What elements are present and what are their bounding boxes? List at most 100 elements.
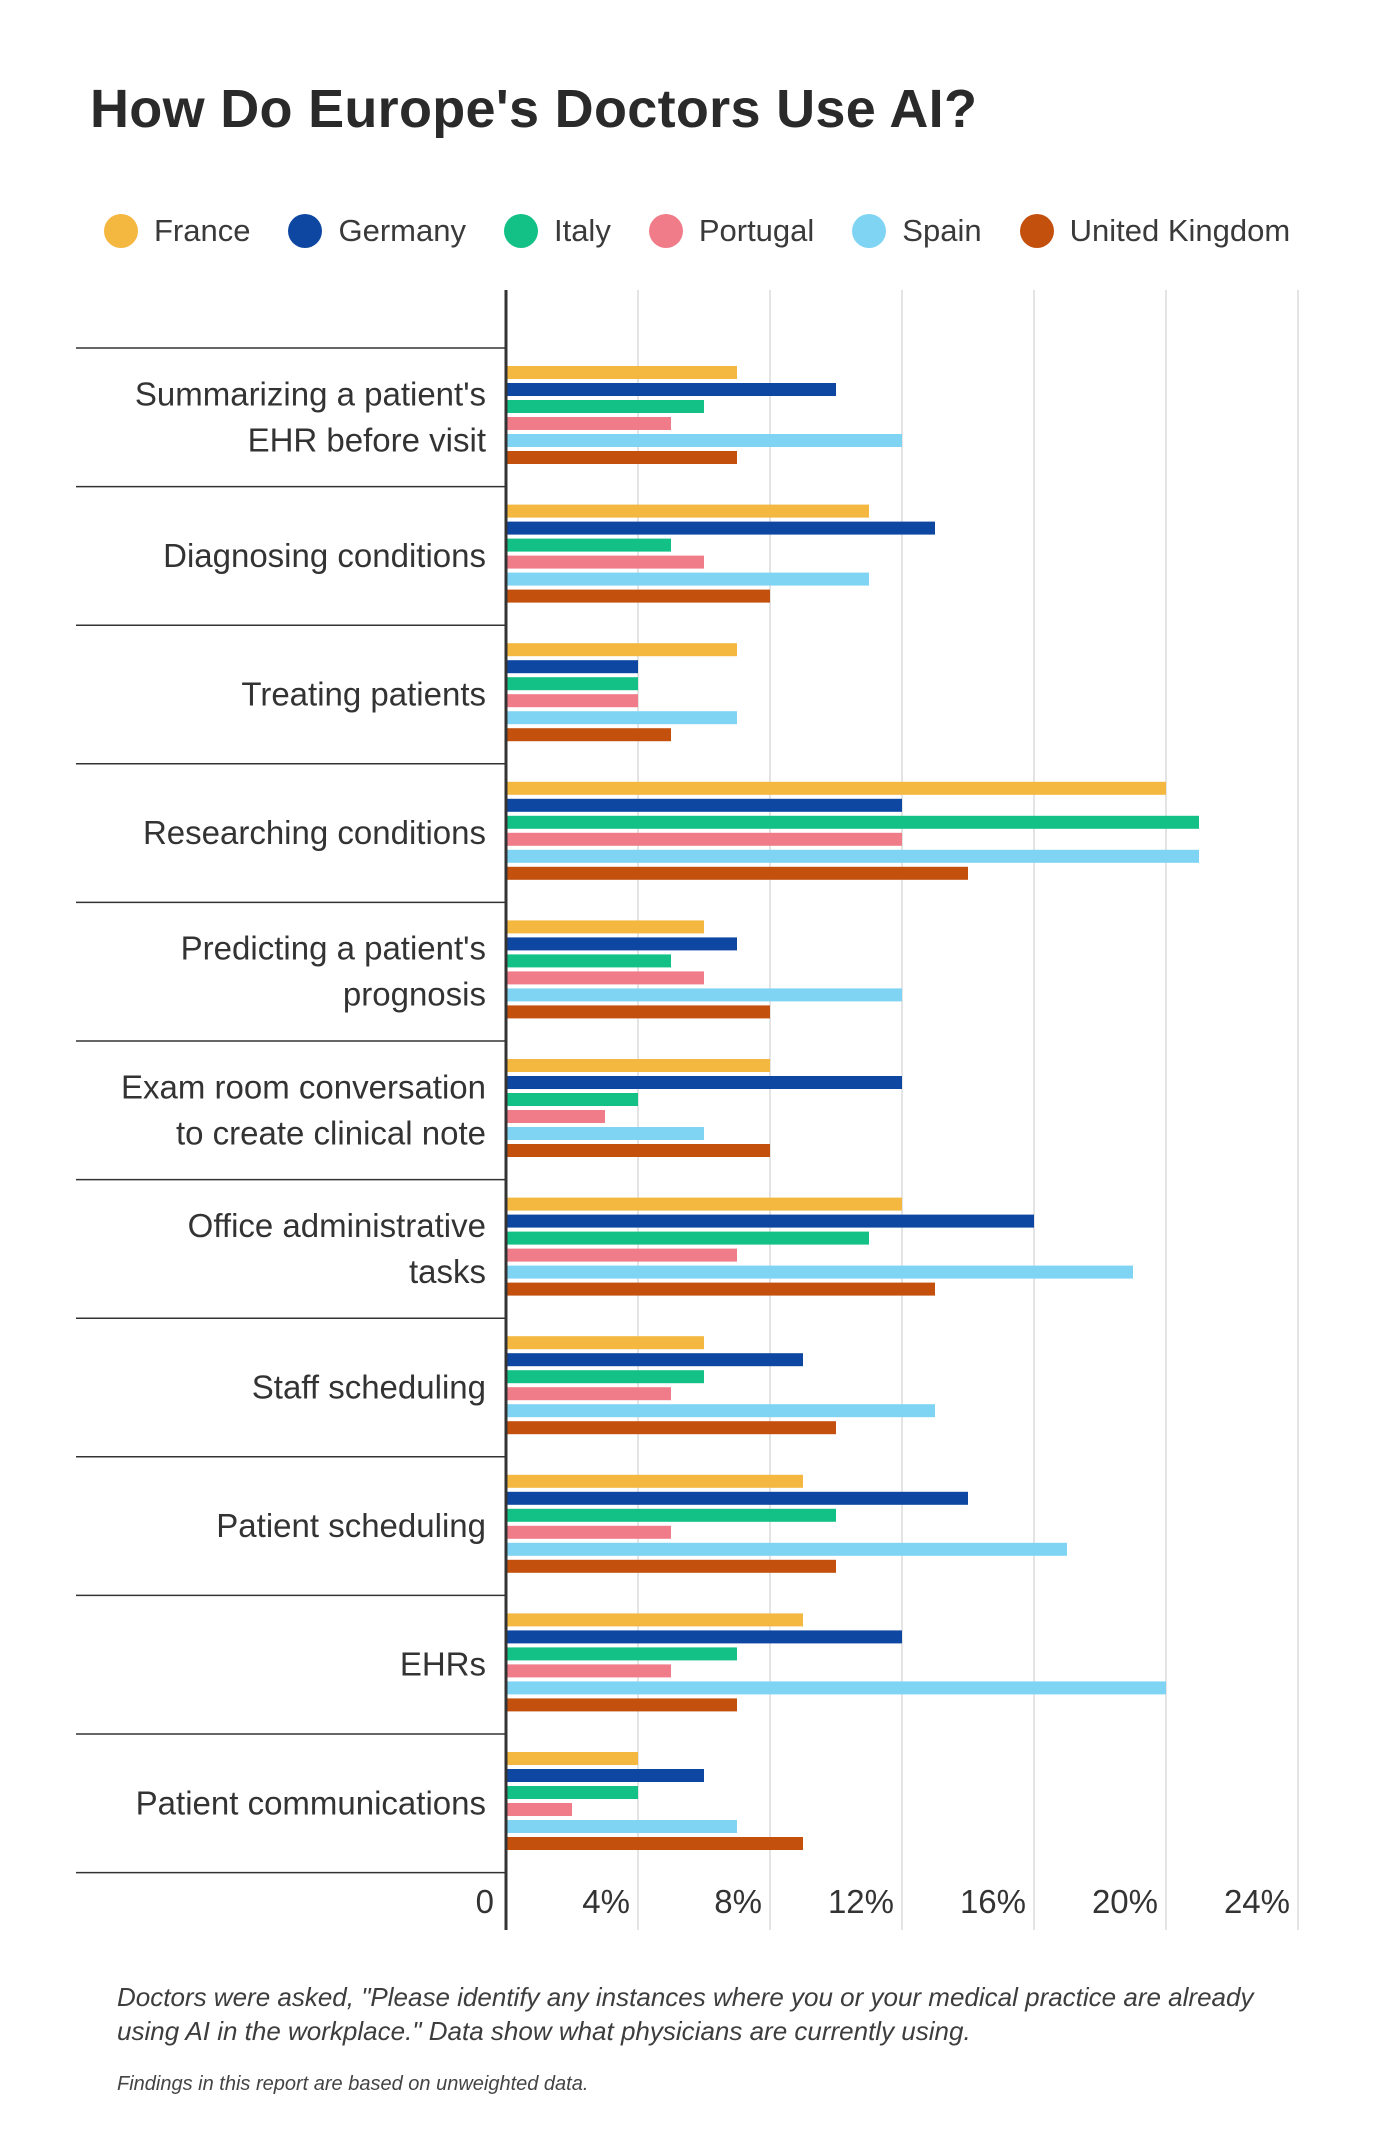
category-label: Summarizing a patient's EHR before visit xyxy=(135,375,486,458)
bar-france xyxy=(506,504,869,518)
legend-label: United Kingdom xyxy=(1069,213,1291,248)
bar-chart: Summarizing a patient's EHR before visit D… xyxy=(76,290,1299,1930)
bar-united-kingdom xyxy=(506,728,671,742)
bar-united-kingdom xyxy=(506,1005,770,1019)
bar-italy xyxy=(506,1786,638,1799)
category-label-line: Summarizing a patient's xyxy=(135,375,486,412)
chart-title: How Do Europe's Doctors Use AI? xyxy=(90,79,978,139)
legend-swatch xyxy=(648,214,683,248)
category-label-line: Patient communications xyxy=(136,1784,486,1821)
bar-germany xyxy=(506,660,638,674)
bar-portugal xyxy=(506,1387,671,1401)
bar-germany xyxy=(506,1076,902,1089)
legend-item-italy: Italy xyxy=(503,213,611,249)
methodology-note: Findings in this report are based on unw… xyxy=(117,2073,589,2095)
x-tick-label: 4% xyxy=(582,1883,630,1920)
category-label: Treating patients xyxy=(241,676,486,713)
legend-item-united-kingdom: United Kingdom xyxy=(1019,213,1291,249)
category-label-line: Exam room conversation xyxy=(121,1068,486,1105)
bar-france xyxy=(506,643,737,657)
chart-legend: France Germany Italy Portugal Spain United Ki… xyxy=(104,206,1328,256)
bar-germany xyxy=(506,1630,902,1644)
category-label: Staff scheduling xyxy=(252,1369,486,1406)
bar-united-kingdom xyxy=(506,1837,803,1850)
legend-item-spain: Spain xyxy=(852,213,982,249)
bar-portugal xyxy=(506,971,704,985)
bar-germany xyxy=(506,1353,803,1367)
bar-united-kingdom xyxy=(506,1698,737,1712)
bar-portugal xyxy=(506,694,638,708)
category-label: Exam room conversation to create clinical… xyxy=(121,1068,486,1151)
category-separators xyxy=(76,347,506,1874)
category-label: EHRs xyxy=(400,1646,486,1683)
bar-united-kingdom xyxy=(506,1421,836,1435)
legend-swatch xyxy=(852,214,887,248)
bar-portugal xyxy=(506,417,671,430)
category-label-line: Researching conditions xyxy=(143,814,486,851)
category-label: Patient scheduling xyxy=(216,1507,486,1544)
legend-label: Portugal xyxy=(698,213,815,248)
category-label-line: Predicting a patient's xyxy=(181,930,486,967)
bar-italy xyxy=(506,815,1199,829)
bar-germany xyxy=(506,383,836,396)
category-label-line: tasks xyxy=(409,1253,486,1290)
legend-item-france: France xyxy=(104,213,250,249)
x-tick-label: 16% xyxy=(960,1883,1026,1920)
legend-swatch xyxy=(104,214,138,248)
bar-united-kingdom xyxy=(506,451,737,464)
category-label: Office administrative tasks xyxy=(188,1207,486,1290)
survey-question-note: Doctors were asked, "Please identify any… xyxy=(117,1982,1254,2046)
category-label-line: to create clinical note xyxy=(176,1114,486,1151)
bar-italy xyxy=(506,1508,836,1522)
bar-france xyxy=(506,1336,704,1350)
bar-spain xyxy=(506,1542,1067,1556)
bar-france xyxy=(506,1059,770,1072)
bar-france xyxy=(506,920,704,934)
legend-item-portugal: Portugal xyxy=(648,213,815,249)
category-label-line: Staff scheduling xyxy=(252,1369,486,1406)
x-tick-labels: 0 4% 8% 12% 16% 20% 24% xyxy=(476,1883,1290,1920)
bar-spain xyxy=(506,1681,1166,1695)
bar-united-kingdom xyxy=(506,589,770,603)
x-tick-label: 12% xyxy=(828,1883,894,1920)
x-tick-label: 8% xyxy=(714,1883,762,1920)
legend-swatch xyxy=(503,214,538,248)
bar-portugal xyxy=(506,1664,671,1678)
bar-spain xyxy=(506,849,1199,863)
category-label-line: Patient scheduling xyxy=(216,1507,486,1544)
bar-france xyxy=(506,1613,803,1627)
bars xyxy=(506,366,1199,1850)
bar-france xyxy=(506,1474,803,1488)
bar-portugal xyxy=(506,1803,572,1816)
bar-france xyxy=(506,1197,902,1211)
bar-spain xyxy=(506,1820,737,1833)
bar-france xyxy=(506,1752,638,1765)
legend-label: Spain xyxy=(902,213,982,248)
bar-portugal xyxy=(506,832,902,846)
bar-italy xyxy=(506,1647,737,1661)
bar-spain xyxy=(506,1127,704,1140)
bar-spain xyxy=(506,434,902,447)
x-tick-label: 0 xyxy=(476,1883,494,1920)
bar-portugal xyxy=(506,1110,605,1123)
bar-italy xyxy=(506,1231,869,1245)
bar-spain xyxy=(506,1265,1133,1279)
bar-germany xyxy=(506,521,935,535)
bar-germany xyxy=(506,937,737,951)
bar-germany xyxy=(506,798,902,812)
category-label-line: prognosis xyxy=(343,976,486,1013)
legend-label: Italy xyxy=(553,213,611,248)
bar-spain xyxy=(506,1404,935,1418)
bar-france xyxy=(506,781,1166,795)
category-label: Researching conditions xyxy=(143,814,486,851)
bar-italy xyxy=(506,1093,638,1106)
bar-italy xyxy=(506,400,704,413)
category-label: Predicting a patient's prognosis xyxy=(181,930,486,1013)
x-tick-label: 20% xyxy=(1092,1883,1158,1920)
bar-portugal xyxy=(506,1525,671,1539)
legend-item-germany: Germany xyxy=(288,213,466,249)
bar-spain xyxy=(506,711,737,725)
category-label-line: Treating patients xyxy=(241,676,486,713)
bar-italy xyxy=(506,538,671,552)
legend-swatch xyxy=(288,214,323,248)
